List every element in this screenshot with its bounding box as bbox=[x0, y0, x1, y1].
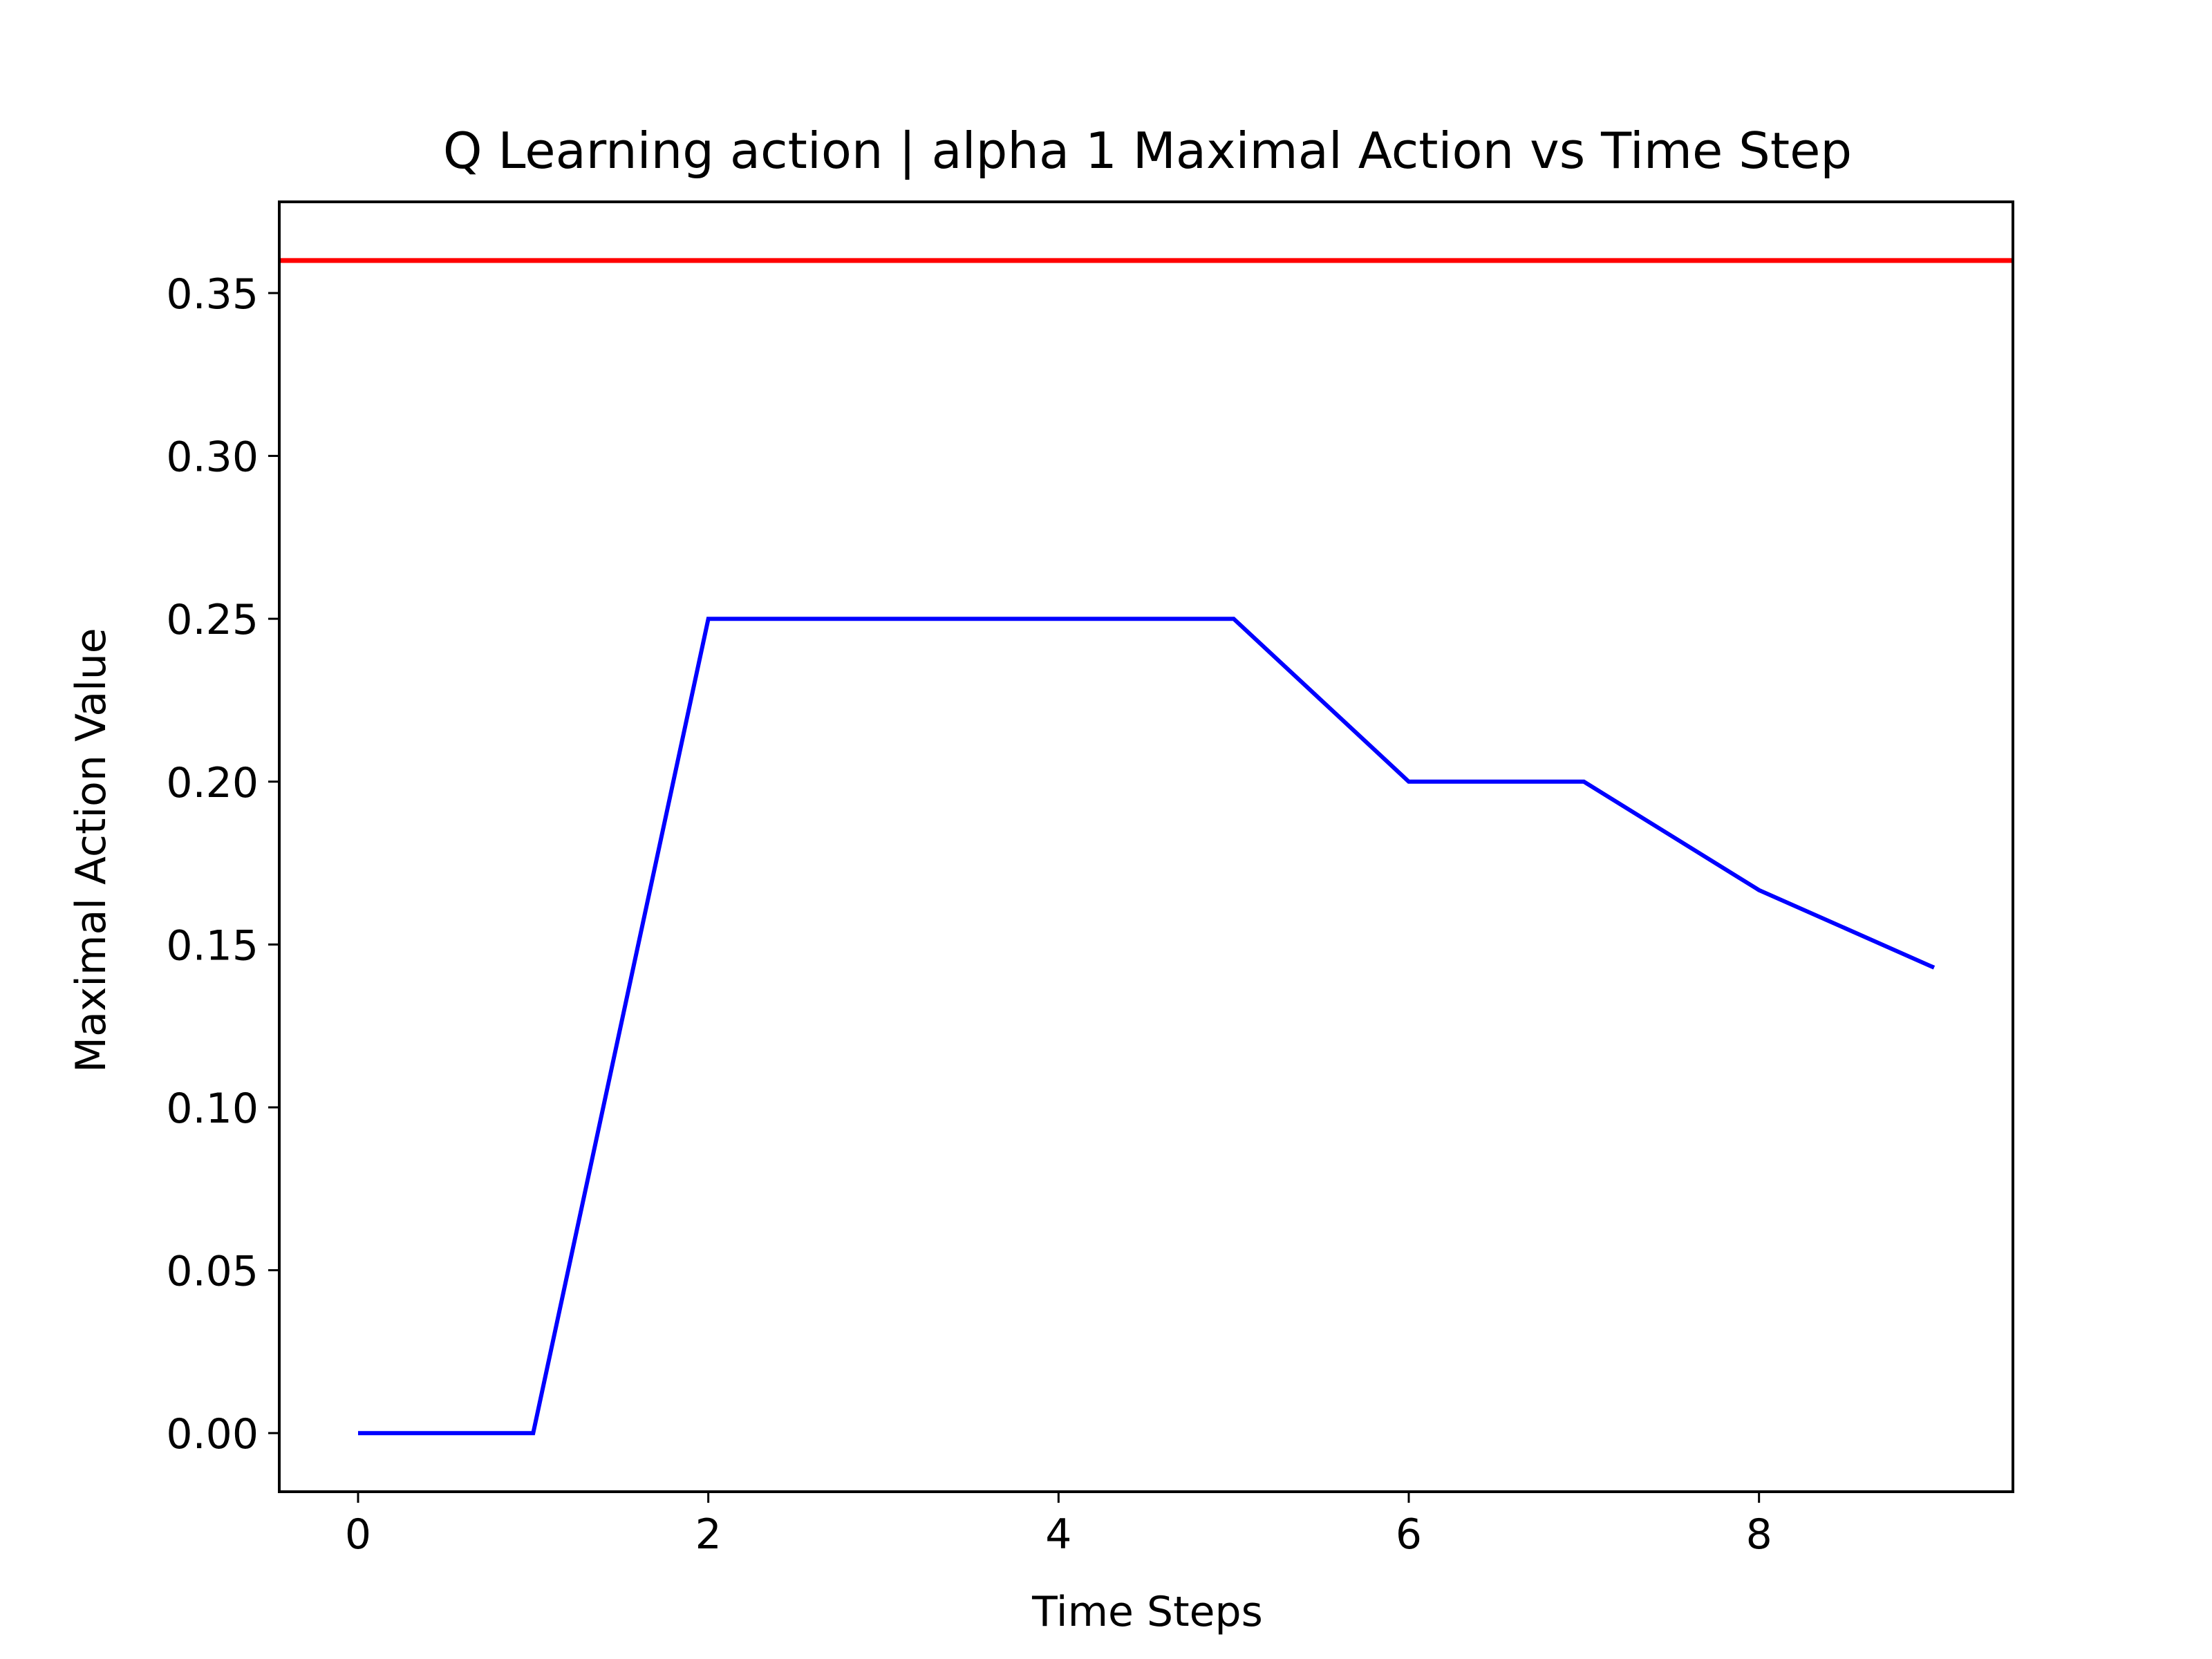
x-tick-label: 6 bbox=[1396, 1510, 1422, 1559]
x-tick-label: 0 bbox=[345, 1510, 371, 1559]
chart-title: Q Learning action | alpha 1 Maximal Acti… bbox=[443, 122, 1852, 180]
y-tick-label: 0.10 bbox=[166, 1085, 259, 1133]
x-tick-label: 2 bbox=[695, 1510, 722, 1559]
y-tick-label: 0.05 bbox=[166, 1248, 259, 1296]
y-tick-label: 0.25 bbox=[166, 596, 259, 644]
x-axis: 0 2 4 6 8 bbox=[345, 1492, 1772, 1559]
y-tick-label: 0.30 bbox=[166, 433, 259, 482]
x-tick-label: 4 bbox=[1045, 1510, 1071, 1559]
x-axis-label: Time Steps bbox=[1031, 1588, 1263, 1636]
y-axis-label: Maximal Action Value bbox=[67, 628, 115, 1072]
series-line bbox=[358, 617, 1936, 1436]
y-tick-label: 0.35 bbox=[166, 270, 259, 319]
y-tick-label: 0.00 bbox=[166, 1410, 259, 1459]
x-tick-label: 8 bbox=[1746, 1510, 1772, 1559]
plot-area bbox=[279, 258, 2013, 1436]
plot-frame bbox=[278, 200, 2014, 1493]
y-axis: 0.00 0.05 0.10 0.15 0.20 0.25 0.30 0.35 bbox=[166, 270, 279, 1459]
y-tick-label: 0.20 bbox=[166, 759, 259, 807]
y-tick-label: 0.15 bbox=[166, 921, 259, 970]
